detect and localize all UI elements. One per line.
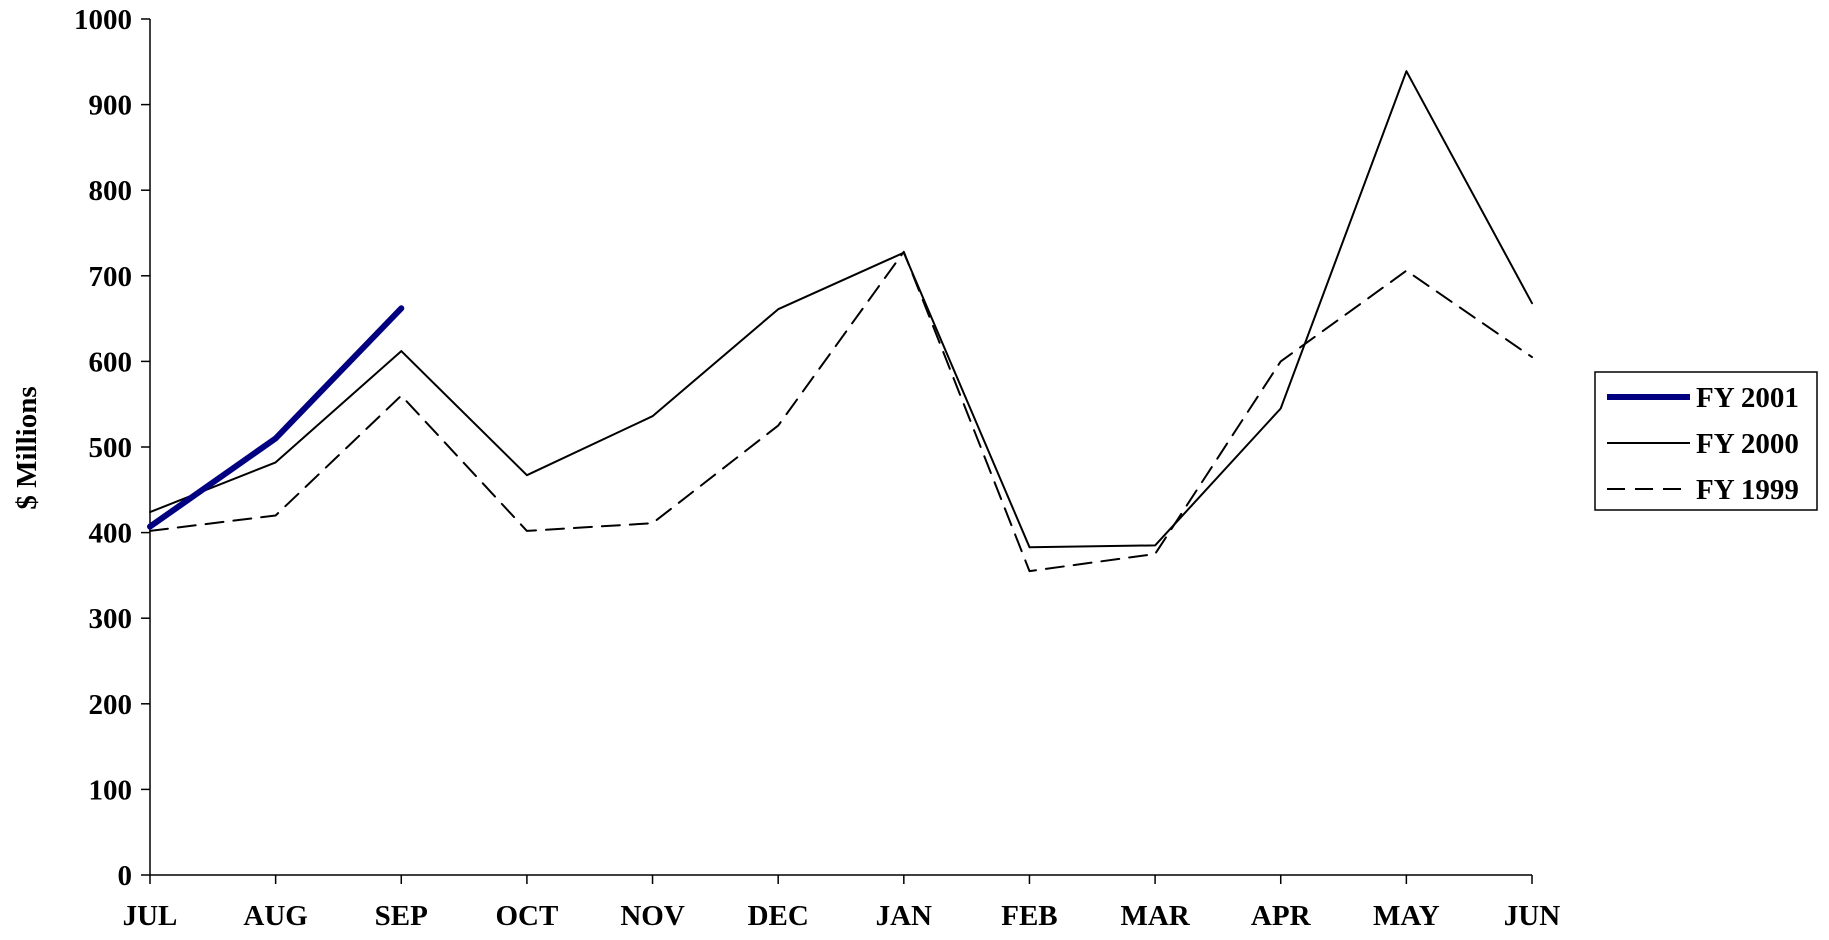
series-layer: [147, 70, 1533, 573]
x-tick-label: JUL: [123, 900, 178, 932]
legend-label-fy-2001: FY 2001: [1696, 382, 1799, 414]
series-line-fy-2000: [149, 70, 1533, 549]
y-axis: 0 100 200 300 400 500 600 700 800 900 1000: [74, 4, 151, 892]
x-tick-label: MAR: [1120, 900, 1190, 932]
x-tick-label: DEC: [748, 900, 809, 932]
y-tick-label: 400: [89, 518, 133, 550]
x-tick-label: JAN: [876, 900, 932, 932]
y-axis-title: $ Millions: [11, 386, 43, 509]
x-tick-label: NOV: [620, 900, 685, 932]
y-tick-label: 300: [89, 603, 133, 635]
x-tick-label: APR: [1251, 900, 1312, 932]
series-line-fy-2001: [147, 305, 405, 530]
y-tick-label: 500: [89, 432, 133, 464]
y-tick-label: 1000: [74, 4, 132, 36]
y-tick-label: 100: [89, 774, 133, 806]
y-tick-label: 0: [118, 860, 133, 892]
x-tick-label: OCT: [495, 900, 558, 932]
y-tick-label: 600: [89, 346, 133, 378]
x-tick-label: FEB: [1001, 900, 1057, 932]
y-tick-label: 800: [89, 175, 133, 207]
series-line-fy-1999: [149, 250, 1533, 573]
x-tick-label: MAY: [1373, 900, 1440, 932]
legend-label-fy-1999: FY 1999: [1696, 474, 1799, 506]
y-tick-label: 900: [89, 90, 133, 122]
x-tick-label: JUN: [1504, 900, 1560, 932]
legend: FY 2001 FY 2000 FY 1999: [1594, 371, 1818, 511]
y-tick-label: 200: [89, 689, 133, 721]
x-tick-label: AUG: [243, 900, 307, 932]
x-tick-label: SEP: [375, 900, 428, 932]
y-tick-label: 700: [89, 261, 133, 293]
legend-label-fy-2000: FY 2000: [1696, 428, 1799, 460]
x-axis: JUL AUG SEP OCT NOV DEC JAN FEB MAR APR MAY JUN: [123, 874, 1560, 932]
